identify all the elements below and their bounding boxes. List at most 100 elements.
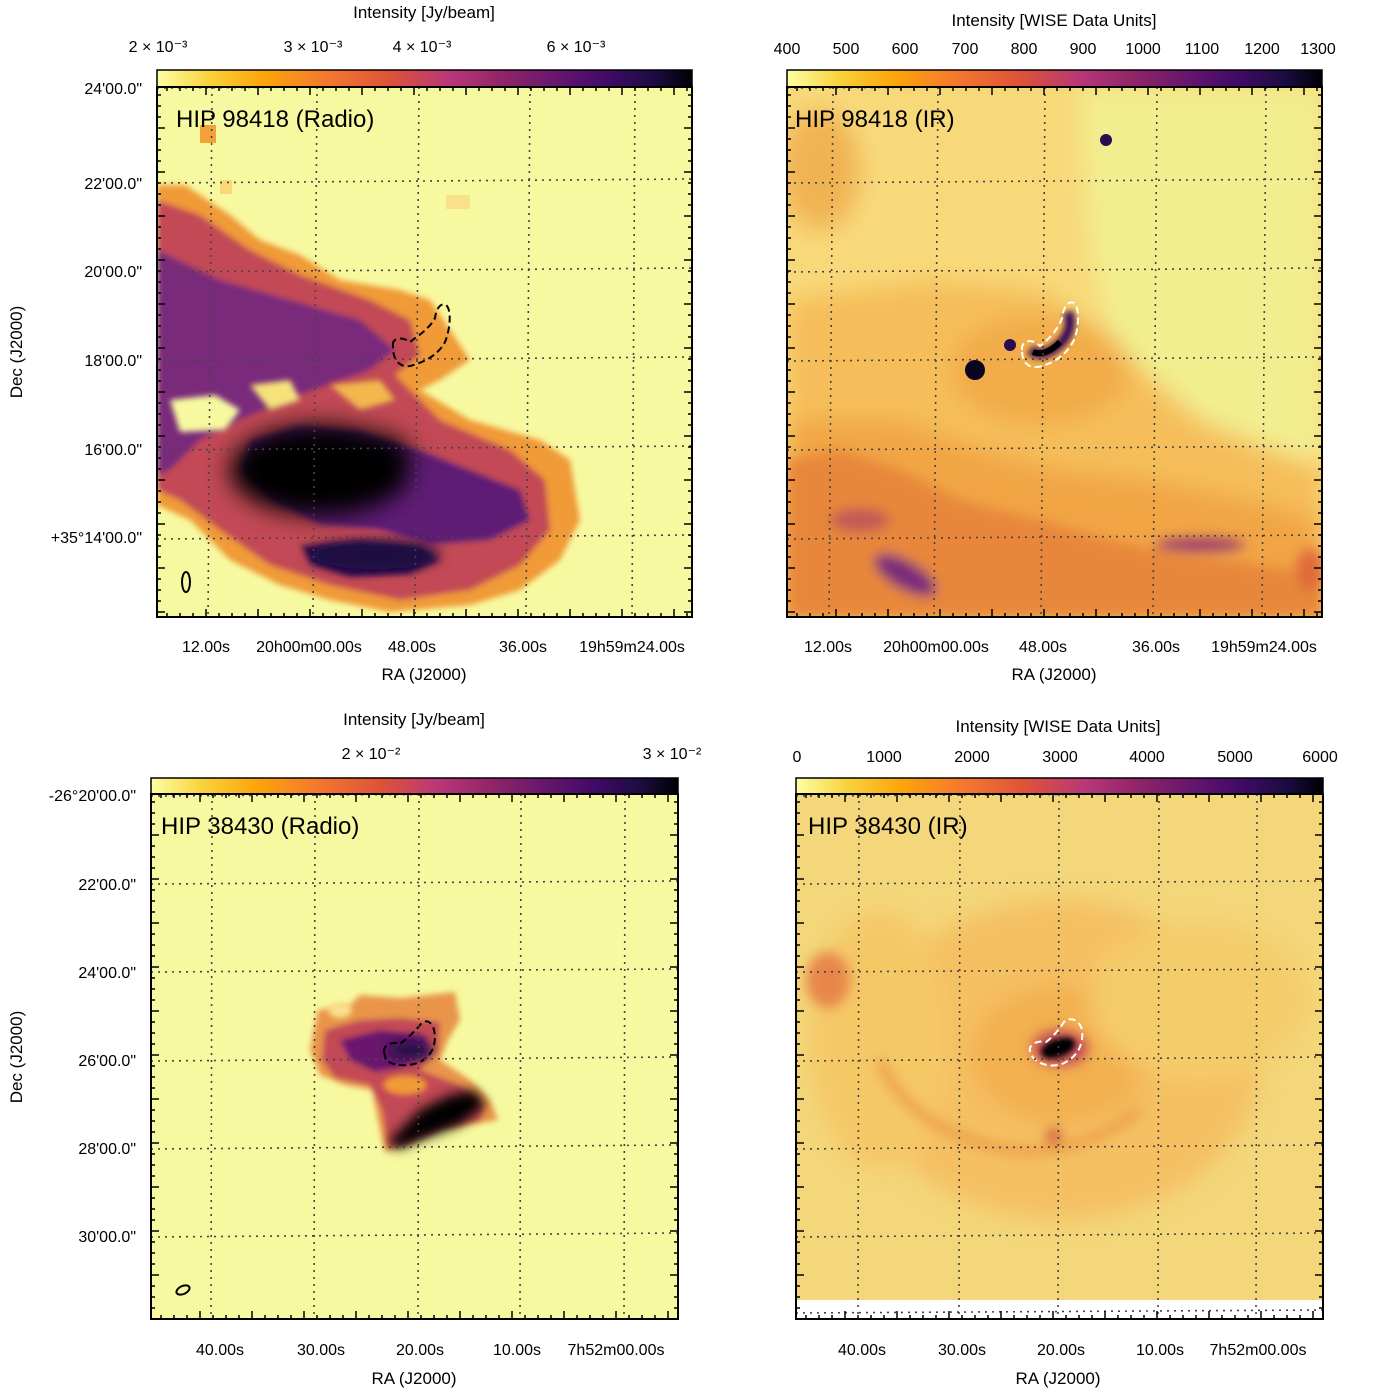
colorbar-tick-labels: 0 1000 2000 3000 4000 5000 6000 xyxy=(793,749,1338,766)
y-tick: 22'00.0" xyxy=(84,176,142,193)
colorbar-tick: 500 xyxy=(833,41,860,58)
panel-hip98418-ir: Intensity [WISE Data Units] 400 500 600 … xyxy=(774,11,1336,684)
x-tick: 7h52m00.00s xyxy=(1210,1342,1307,1359)
y-tick-labels: -26°20'00.0" 22'00.0" 24'00.0" 26'00.0" … xyxy=(49,788,136,1246)
x-tick: 19h59m24.00s xyxy=(1211,639,1317,656)
x-tick: 12.00s xyxy=(182,639,230,656)
panel-title: HIP 98418 (Radio) xyxy=(176,106,374,133)
x-tick-labels: 40.00s 30.00s 20.00s 10.00s 7h52m00.00s xyxy=(838,1342,1307,1359)
contour xyxy=(1020,301,1080,369)
y-tick: 18'00.0" xyxy=(84,353,142,370)
contour xyxy=(391,303,451,368)
colorbar-tick: 4000 xyxy=(1129,749,1165,766)
y-tick: -26°20'00.0" xyxy=(49,788,136,805)
y-tick: 20'00.0" xyxy=(84,264,142,281)
axis-ticks xyxy=(151,87,1323,1319)
colorbar-tick: 700 xyxy=(952,41,979,58)
x-tick: 30.00s xyxy=(938,1342,986,1359)
colorbar-tick: 900 xyxy=(1070,41,1097,58)
ir-image xyxy=(787,87,1322,617)
x-axis-label: RA (J2000) xyxy=(381,665,466,684)
y-tick: 22'00.0" xyxy=(78,877,136,894)
x-axis-label: RA (J2000) xyxy=(1011,665,1096,684)
colorbar xyxy=(786,69,1323,88)
colorbar-tick: 3 × 10⁻² xyxy=(643,746,702,763)
coordinate-grid xyxy=(787,87,1322,617)
y-tick: 24'00.0" xyxy=(84,81,142,98)
x-tick: 36.00s xyxy=(499,639,547,656)
x-tick: 10.00s xyxy=(493,1342,541,1359)
y-tick: +35°14'00.0" xyxy=(51,530,142,547)
colorbar-tick: 0 xyxy=(793,749,802,766)
x-tick: 20.00s xyxy=(396,1342,444,1359)
y-axis-label: Dec (J2000) xyxy=(7,306,26,399)
colorbar-tick-labels: 400 500 600 700 800 900 1000 1100 1200 1… xyxy=(774,41,1336,58)
x-tick: 20h00m00.00s xyxy=(883,639,989,656)
x-tick: 19h59m24.00s xyxy=(579,639,685,656)
x-axis-label: RA (J2000) xyxy=(371,1369,456,1388)
panel-hip38430-radio: Intensity [Jy/beam] 2 × 10⁻² 3 × 10⁻² xyxy=(7,710,702,1388)
y-tick: 28'00.0" xyxy=(78,1141,136,1158)
panel-hip98418-radio: Intensity [Jy/beam] 2 × 10⁻³ 3 × 10⁻³ 4 … xyxy=(7,3,693,684)
colorbar xyxy=(156,69,693,88)
y-tick: 26'00.0" xyxy=(78,1053,136,1070)
colorbar-tick: 6 × 10⁻³ xyxy=(547,39,606,56)
x-tick: 40.00s xyxy=(196,1342,244,1359)
x-tick: 12.00s xyxy=(804,639,852,656)
panel-title: HIP 98418 (IR) xyxy=(795,106,955,133)
x-tick-labels: 40.00s 30.00s 20.00s 10.00s 7h52m00.00s xyxy=(196,1342,665,1359)
colorbar-label: Intensity [WISE Data Units] xyxy=(955,717,1160,736)
colorbar-tick: 5000 xyxy=(1217,749,1253,766)
colorbar-tick: 1200 xyxy=(1244,41,1280,58)
coordinate-grid xyxy=(157,87,692,617)
radio-image xyxy=(151,794,678,1319)
colorbar-tick: 3 × 10⁻³ xyxy=(284,39,343,56)
colorbar-tick: 1000 xyxy=(866,749,902,766)
colorbar xyxy=(795,777,1324,795)
colorbar-tick: 4 × 10⁻³ xyxy=(393,39,452,56)
colorbar-tick: 400 xyxy=(774,41,801,58)
colorbar-tick-labels: 2 × 10⁻² 3 × 10⁻² xyxy=(342,746,702,763)
x-tick-labels: 12.00s 20h00m00.00s 48.00s 36.00s 19h59m… xyxy=(182,639,685,656)
colorbar-label: Intensity [Jy/beam] xyxy=(353,3,495,22)
colorbar-tick: 3000 xyxy=(1042,749,1078,766)
x-axis-label: RA (J2000) xyxy=(1015,1369,1100,1388)
colorbar-tick: 1000 xyxy=(1125,41,1161,58)
x-tick: 36.00s xyxy=(1132,639,1180,656)
x-tick: 20h00m00.00s xyxy=(256,639,362,656)
y-tick: 24'00.0" xyxy=(78,965,136,982)
colorbar-tick: 2000 xyxy=(954,749,990,766)
panel-hip38430-ir: Intensity [WISE Data Units] 0 1000 2000 … xyxy=(793,717,1338,1388)
radio-image xyxy=(157,87,692,617)
colorbar-tick: 2 × 10⁻³ xyxy=(129,39,188,56)
ir-image xyxy=(796,794,1323,1319)
x-tick: 48.00s xyxy=(388,639,436,656)
x-tick: 20.00s xyxy=(1037,1342,1085,1359)
colorbar-tick: 1100 xyxy=(1185,41,1220,58)
colorbar-tick: 800 xyxy=(1011,41,1038,58)
colorbar-tick: 6000 xyxy=(1302,749,1338,766)
x-tick: 48.00s xyxy=(1019,639,1067,656)
colorbar xyxy=(150,777,679,795)
x-tick: 30.00s xyxy=(297,1342,345,1359)
colorbar-tick: 600 xyxy=(892,41,919,58)
y-tick: 30'00.0" xyxy=(78,1229,136,1246)
x-tick: 10.00s xyxy=(1136,1342,1184,1359)
contour xyxy=(382,1020,436,1067)
beam-ellipse xyxy=(181,571,191,593)
y-tick-labels: 24'00.0" 22'00.0" 20'00.0" 18'00.0" 16'0… xyxy=(51,81,142,547)
colorbar-label: Intensity [WISE Data Units] xyxy=(951,11,1156,30)
x-tick: 40.00s xyxy=(838,1342,886,1359)
y-axis-label: Dec (J2000) xyxy=(7,1011,26,1104)
contour xyxy=(1028,1018,1084,1067)
panel-title: HIP 38430 (Radio) xyxy=(161,813,359,840)
colorbar-label: Intensity [Jy/beam] xyxy=(343,710,485,729)
colorbar-tick: 1300 xyxy=(1300,41,1336,58)
colorbar-tick-labels: 2 × 10⁻³ 3 × 10⁻³ 4 × 10⁻³ 6 × 10⁻³ xyxy=(129,39,606,56)
x-tick: 7h52m00.00s xyxy=(568,1342,665,1359)
colorbar-tick: 2 × 10⁻² xyxy=(342,746,401,763)
panel-title: HIP 38430 (IR) xyxy=(808,813,968,840)
y-tick: 16'00.0" xyxy=(84,442,142,459)
x-tick-labels: 12.00s 20h00m00.00s 48.00s 36.00s 19h59m… xyxy=(804,639,1317,656)
